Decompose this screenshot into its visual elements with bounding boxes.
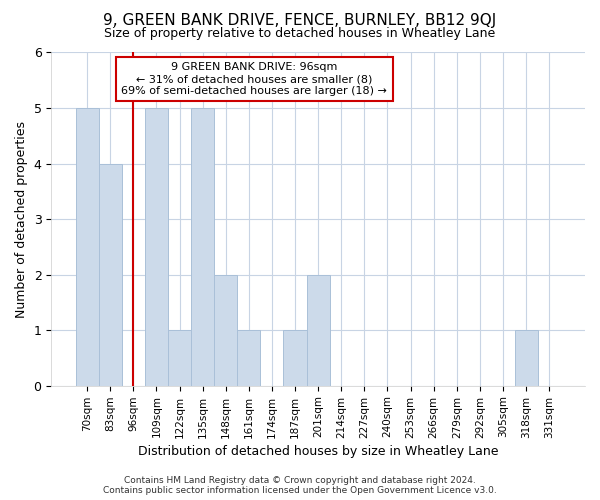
- Text: 9, GREEN BANK DRIVE, FENCE, BURNLEY, BB12 9QJ: 9, GREEN BANK DRIVE, FENCE, BURNLEY, BB1…: [103, 12, 497, 28]
- Bar: [76, 108, 98, 386]
- Bar: [515, 330, 538, 386]
- Bar: [191, 108, 214, 386]
- Bar: [145, 108, 168, 386]
- Text: Size of property relative to detached houses in Wheatley Lane: Size of property relative to detached ho…: [104, 28, 496, 40]
- Bar: [214, 274, 237, 386]
- Text: 9 GREEN BANK DRIVE: 96sqm
← 31% of detached houses are smaller (8)
69% of semi-d: 9 GREEN BANK DRIVE: 96sqm ← 31% of detac…: [121, 62, 387, 96]
- Bar: [283, 330, 307, 386]
- Text: Contains HM Land Registry data © Crown copyright and database right 2024.: Contains HM Land Registry data © Crown c…: [124, 476, 476, 485]
- Bar: [98, 164, 122, 386]
- Bar: [307, 274, 329, 386]
- Bar: [237, 330, 260, 386]
- Y-axis label: Number of detached properties: Number of detached properties: [15, 120, 28, 318]
- X-axis label: Distribution of detached houses by size in Wheatley Lane: Distribution of detached houses by size …: [138, 444, 499, 458]
- Text: Contains public sector information licensed under the Open Government Licence v3: Contains public sector information licen…: [103, 486, 497, 495]
- Bar: [168, 330, 191, 386]
